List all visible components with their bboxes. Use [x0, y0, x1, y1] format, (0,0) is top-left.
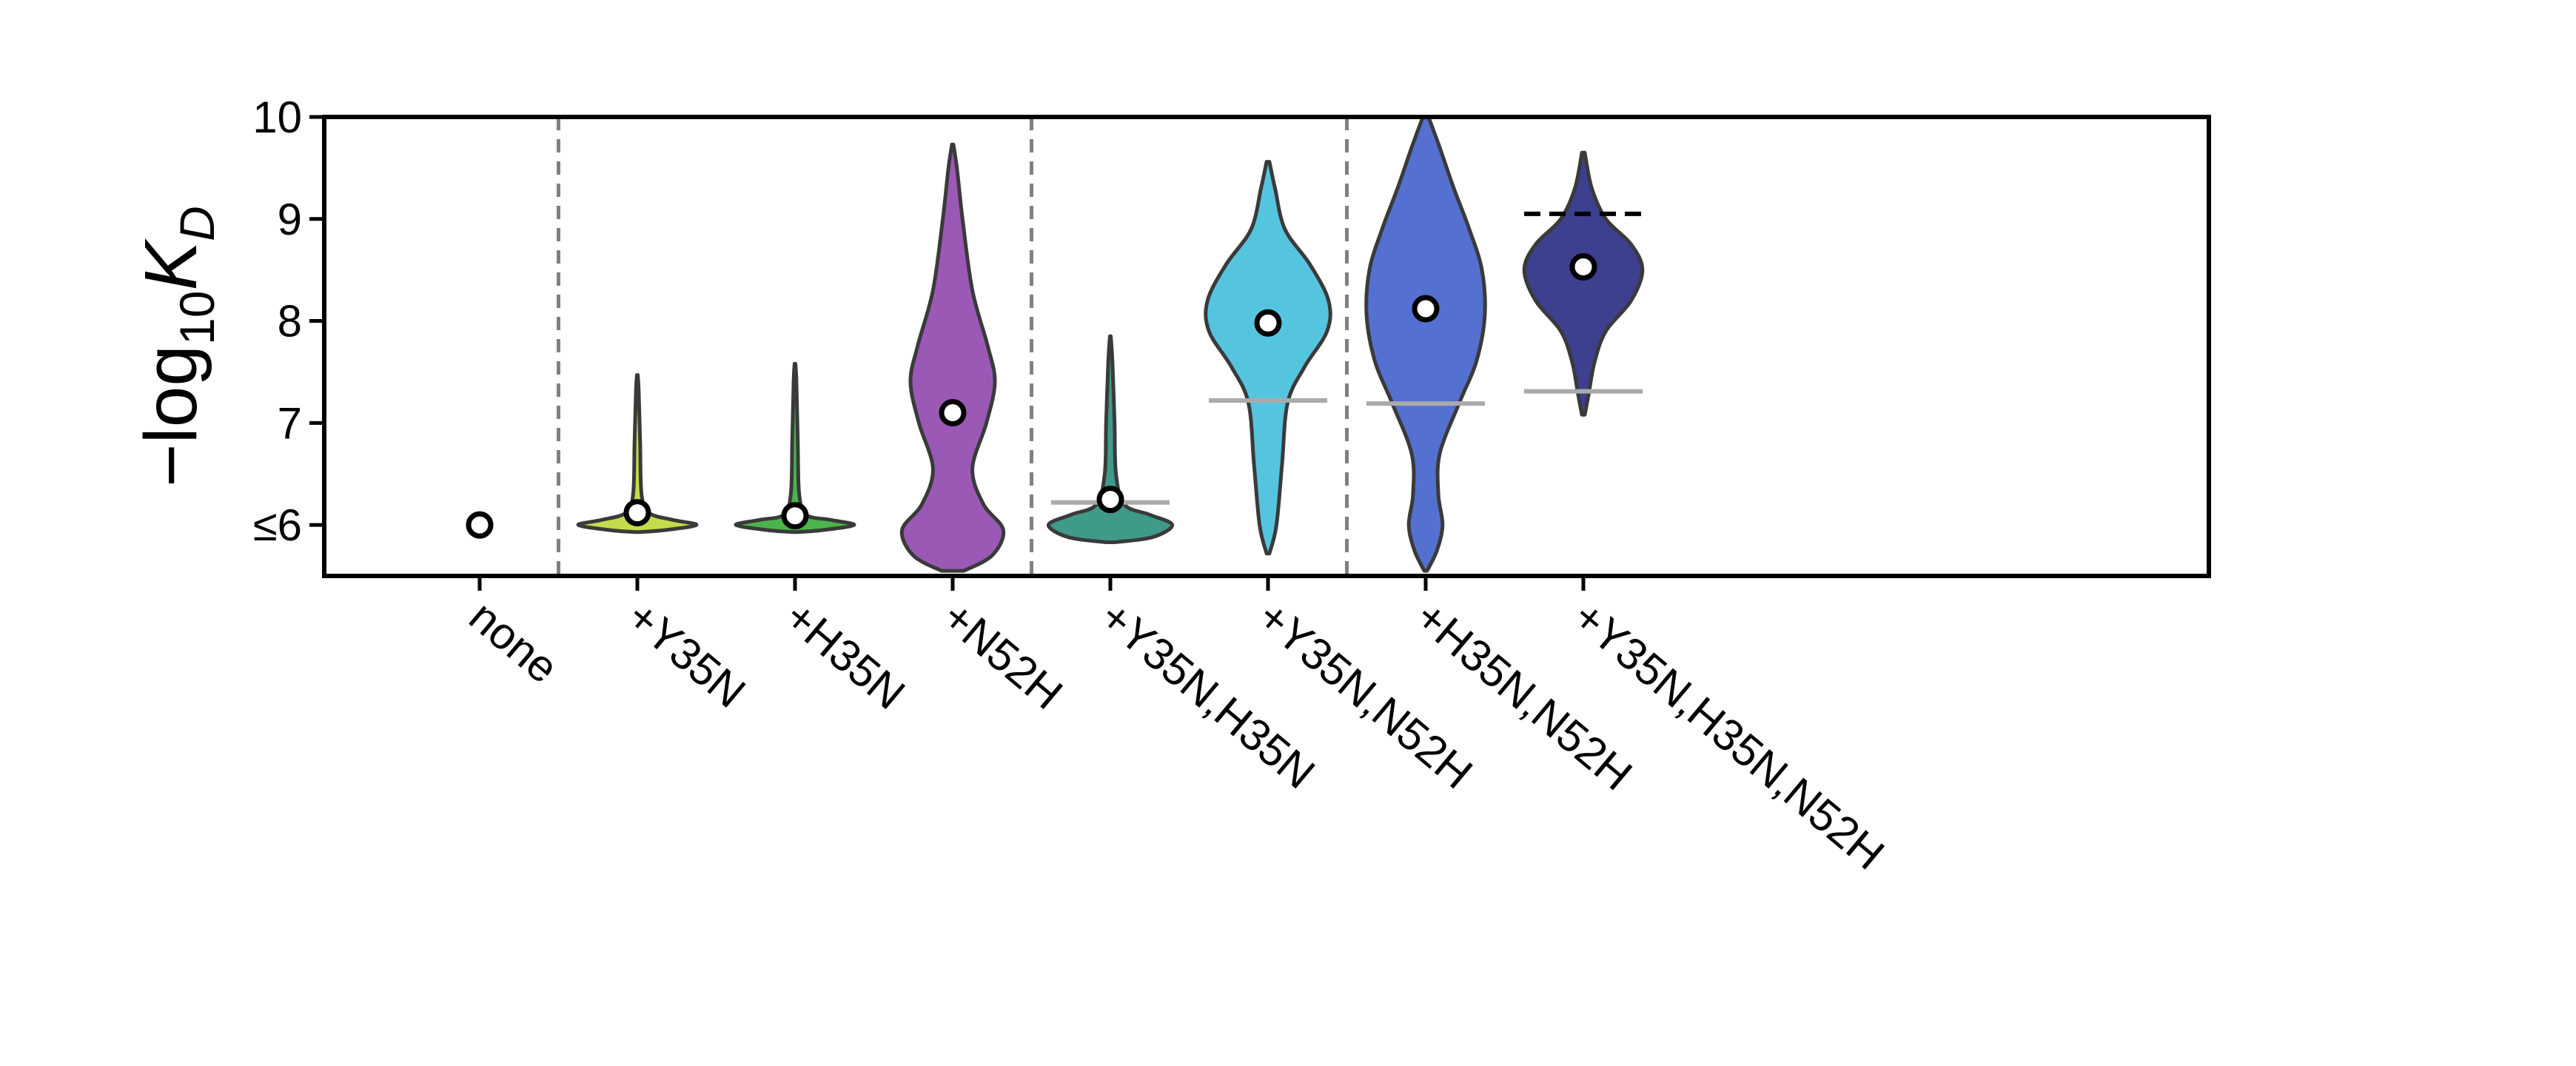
y-tick-label-4: 9: [278, 195, 302, 244]
x-tick-label-1: none: [460, 591, 568, 693]
median-marker-5: [1096, 486, 1124, 514]
y-axis-label: −log10KD: [130, 206, 224, 487]
y-axis-label-sub2: D: [170, 206, 224, 241]
violin-4: [899, 142, 1006, 573]
y-axis-label-sub1: 10: [170, 291, 224, 345]
y-tick-label-5: 10: [252, 93, 302, 142]
y-axis-label-prefix: −log: [130, 345, 212, 487]
median-marker-4: [939, 399, 967, 427]
y-axis-label-main: K: [130, 238, 212, 291]
y-tick-label-2: 7: [278, 398, 302, 448]
median-marker-3: [781, 502, 809, 530]
median-marker-7: [1412, 295, 1440, 323]
median-marker-8: [1569, 253, 1597, 281]
y-tick-label-1: ≤6: [253, 500, 302, 550]
x-tick-label-8: +Y35N,H35N,N52H: [1564, 591, 1894, 879]
violin-2: [576, 373, 699, 534]
x-tick-label-2: +Y35N: [618, 591, 755, 717]
violin-5: [1046, 334, 1175, 544]
y-tick-label-3: 8: [278, 297, 302, 346]
median-marker-2: [623, 499, 651, 527]
x-tick-label-4: +N52H: [933, 591, 1072, 719]
x-tick-label-3: +H35N: [776, 591, 914, 719]
median-marker-6: [1254, 309, 1282, 337]
violin-7: [1364, 117, 1487, 573]
median-marker-1: [466, 511, 494, 539]
plot-content: [466, 117, 1645, 576]
violin-3: [734, 361, 856, 534]
violin-6: [1204, 160, 1332, 556]
violin-8: [1522, 150, 1645, 417]
